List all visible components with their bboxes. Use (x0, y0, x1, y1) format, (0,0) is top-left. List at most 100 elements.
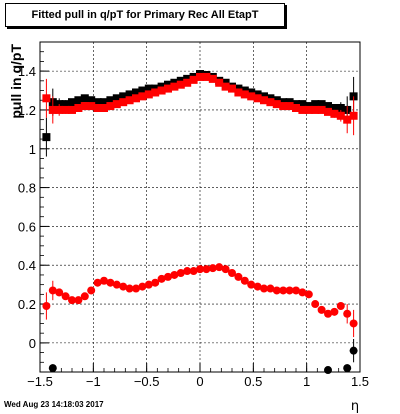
data-point (202, 72, 211, 81)
y-tick-label: 0.4 (18, 258, 36, 273)
data-point (317, 105, 326, 114)
data-point (349, 346, 358, 355)
data-point (208, 264, 217, 273)
data-point (240, 90, 249, 99)
data-point (330, 104, 339, 112)
data-point (74, 296, 83, 305)
data-point (343, 309, 352, 318)
data-point (311, 100, 320, 109)
data-point (343, 364, 352, 373)
data-point (157, 86, 166, 95)
data-point (330, 109, 339, 118)
y-tick-label: 0.8 (18, 181, 36, 196)
data-point (93, 98, 102, 107)
data-point (324, 309, 332, 318)
data-point (74, 104, 83, 112)
data-point (138, 282, 147, 291)
data-point (298, 288, 307, 297)
data-point (68, 296, 76, 305)
data-point (106, 102, 115, 111)
data-point (112, 94, 121, 103)
data-point (132, 88, 140, 97)
data-point (55, 288, 64, 297)
data-point (183, 267, 192, 276)
data-point (215, 78, 224, 87)
data-point (48, 286, 57, 295)
data-point (336, 111, 345, 120)
data-point (61, 100, 70, 109)
data-point (164, 272, 172, 281)
data-point (298, 100, 307, 109)
data-point (151, 88, 160, 97)
data-point (317, 100, 326, 109)
x-tick-label: 1.5 (351, 374, 369, 389)
x-tick-label: 0.5 (244, 374, 262, 389)
data-point (234, 272, 243, 281)
data-point (272, 286, 281, 295)
data-point (292, 286, 300, 295)
x-tick-label: −1.5 (27, 374, 53, 389)
data-point (80, 102, 89, 111)
data-point (183, 78, 192, 87)
x-tick-label: 0 (196, 374, 203, 389)
data-point (324, 107, 332, 116)
data-point (279, 102, 288, 111)
y-tick-label: 1.4 (18, 64, 36, 79)
data-point (119, 92, 128, 101)
data-point (196, 265, 204, 274)
data-point (202, 265, 211, 274)
x-tick-label: 1 (303, 374, 310, 389)
data-point (208, 74, 217, 83)
data-point (144, 84, 153, 93)
y-tick-label: 0.2 (18, 297, 36, 312)
data-point (119, 98, 128, 107)
data-point (125, 96, 134, 105)
data-point (221, 82, 230, 91)
data-point (336, 104, 345, 112)
data-point (132, 94, 140, 103)
data-point (215, 263, 224, 272)
data-point (55, 105, 64, 114)
data-point (349, 111, 358, 120)
data-point (138, 86, 147, 95)
data-point (176, 80, 185, 89)
data-point (87, 102, 96, 111)
data-point (106, 278, 115, 287)
data-point (304, 105, 313, 114)
data-point (336, 302, 345, 310)
data-point (42, 302, 51, 310)
data-point (61, 292, 70, 301)
data-point (80, 292, 89, 301)
x-axis-label: η (351, 399, 359, 414)
data-point (189, 267, 198, 276)
data-point (253, 282, 262, 291)
data-point (170, 270, 179, 279)
chart-title: Fitted pull in q/pT for Primary Rec All … (5, 3, 285, 27)
data-point (80, 94, 89, 103)
data-point (304, 290, 313, 299)
y-tick-label: 1 (29, 142, 36, 157)
data-point (228, 84, 236, 93)
data-point (119, 282, 128, 291)
data-point (125, 284, 134, 293)
data-point (68, 98, 76, 107)
x-tick-label: −1 (86, 374, 101, 389)
data-point (324, 102, 332, 111)
data-point (42, 94, 51, 103)
data-point (106, 96, 115, 105)
data-point (144, 280, 153, 289)
data-point (311, 300, 320, 309)
data-point (125, 90, 134, 99)
footer-timestamp: Wed Aug 23 14:18:03 2017 (4, 400, 104, 409)
data-point (228, 269, 236, 277)
y-tick-label: 1.2 (18, 103, 36, 118)
data-point (170, 82, 179, 91)
data-point (48, 105, 57, 114)
y-axis-label: pull in q/pT (8, 44, 24, 119)
data-point (132, 284, 140, 293)
x-tick-label: −0.5 (134, 374, 160, 389)
y-tick-label: 0.6 (18, 219, 36, 234)
data-point (279, 286, 288, 295)
data-point (112, 280, 121, 289)
